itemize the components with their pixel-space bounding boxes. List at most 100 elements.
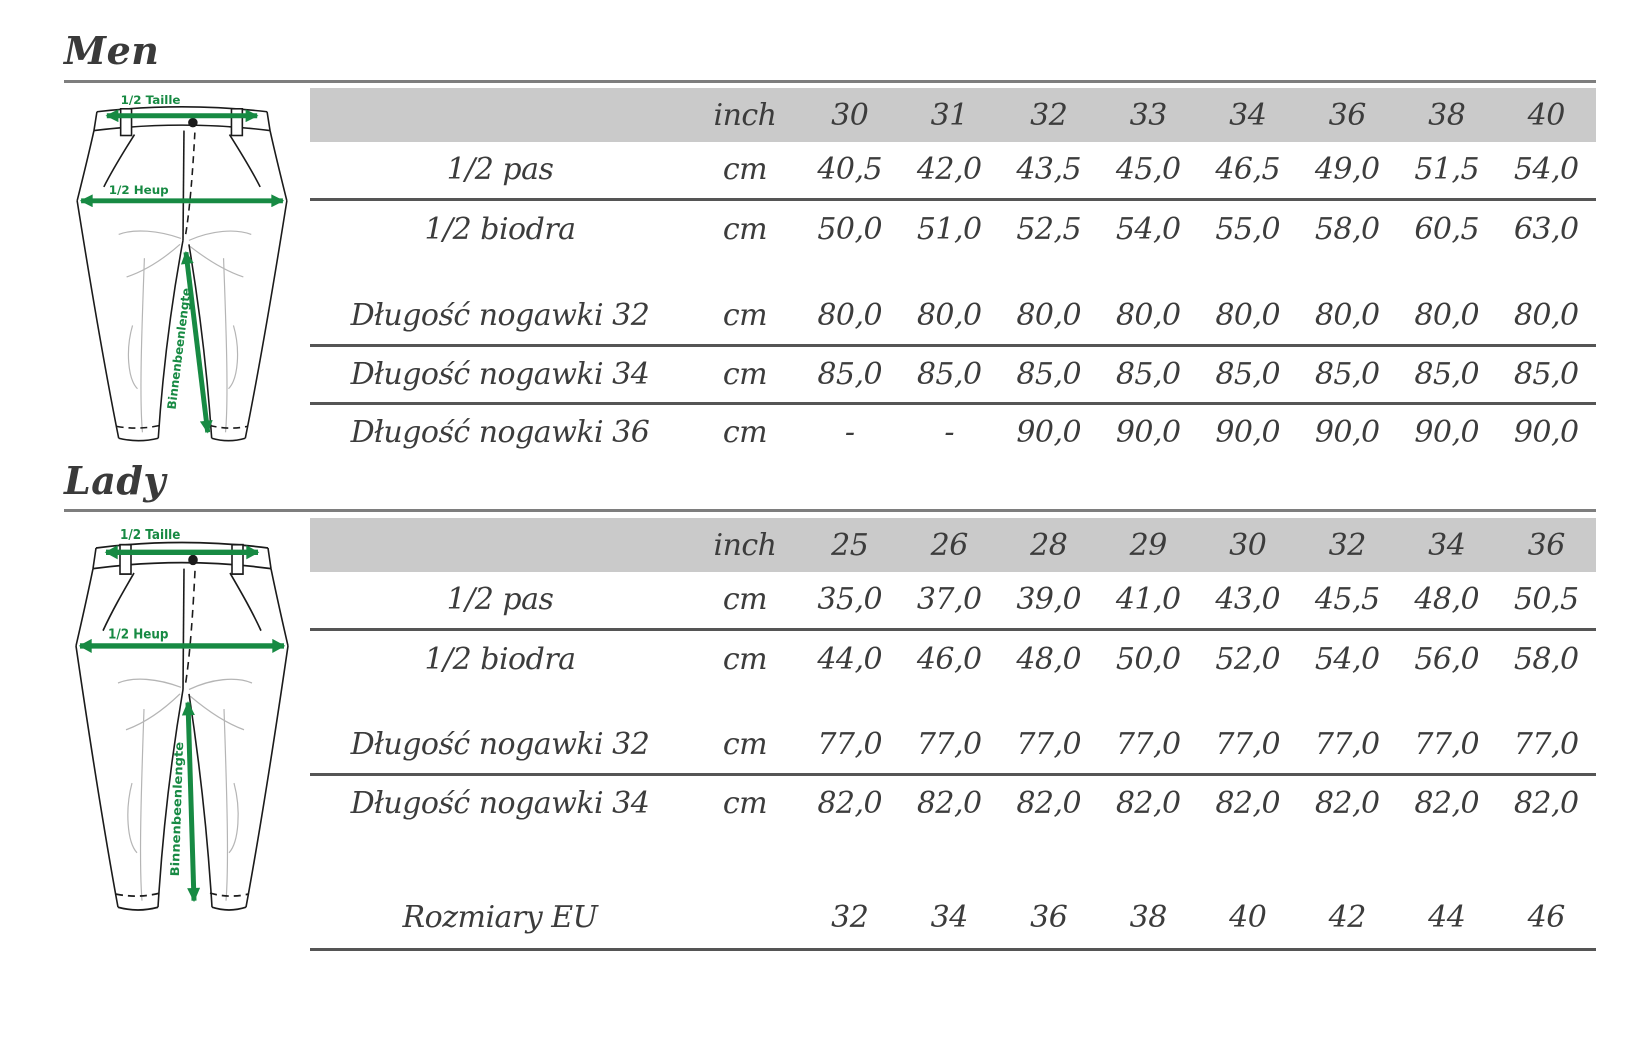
value-cell: 80,0 xyxy=(999,287,1099,347)
value-cell: 52,5 xyxy=(1016,212,1082,248)
value-cell: 80,0 xyxy=(1297,287,1397,347)
pants-outline xyxy=(76,106,288,442)
table-header-row: inch 30 31 32 33 34 36 38 40 xyxy=(310,88,1596,142)
value-cell: 55,0 xyxy=(1215,212,1281,248)
unit-cell: cm xyxy=(690,717,800,776)
value-cell: 80,0 xyxy=(1496,287,1596,347)
value-cell: 60,5 xyxy=(1414,212,1480,248)
unit-cell: cm xyxy=(722,212,768,248)
table-row: 1/2 biodra cm 44,0 46,0 48,0 50,0 52,0 54,0 56,0… xyxy=(310,629,1596,689)
unit-cell: cm xyxy=(722,785,768,821)
value-cell: 90,0 xyxy=(1414,415,1480,451)
men-section-title: Men xyxy=(64,28,160,73)
size-header-cell: 32 xyxy=(999,88,1099,142)
men-waist-label: 1/2 Taille xyxy=(121,93,181,107)
unit-cell: cm xyxy=(722,415,768,451)
value-cell: 56,0 xyxy=(1414,642,1480,678)
value-cell: 85,0 xyxy=(1297,345,1397,405)
size-header-cell: 36 xyxy=(1496,518,1596,572)
lady-inseam-label: Binnenbeenlengte xyxy=(167,742,186,877)
table-row: Długość nogawki 32 cm 80,0 80,0 80,0 80,0 80,0… xyxy=(310,287,1596,347)
value-cell: 80,0 xyxy=(1198,287,1298,347)
table-header-row: inch 25 26 28 29 30 32 34 36 xyxy=(310,518,1596,572)
value-cell: 82,0 xyxy=(817,785,883,821)
value-cell: 32 xyxy=(800,887,900,951)
table-row: Długość nogawki 34 cm 85,0 85,0 85,0 85,0 85,0… xyxy=(310,345,1596,405)
value-cell: 63,0 xyxy=(1513,212,1579,248)
row-label: Rozmiary EU xyxy=(310,887,690,951)
lady-section-title: Lady xyxy=(64,458,166,503)
value-cell: 80,0 xyxy=(800,287,900,347)
value-cell: 80,0 xyxy=(899,287,999,347)
size-header-cell: 34 xyxy=(1198,88,1298,142)
value-cell: 80,0 xyxy=(1098,287,1198,347)
value-cell: 85,0 xyxy=(999,345,1099,405)
value-cell: 46 xyxy=(1496,887,1596,951)
value-cell: 82,0 xyxy=(1016,785,1082,821)
men-inseam-label: Binnenbeenlengte xyxy=(165,287,194,410)
value-cell: 46,0 xyxy=(916,642,982,678)
value-cell: 46,5 xyxy=(1198,142,1298,201)
value-cell: 48,0 xyxy=(1397,572,1497,631)
value-cell: 44 xyxy=(1397,887,1497,951)
value-cell: - xyxy=(844,415,855,451)
value-cell: 51,5 xyxy=(1397,142,1497,201)
value-cell: 85,0 xyxy=(1397,345,1497,405)
size-header-cell: 30 xyxy=(800,88,900,142)
value-cell: 58,0 xyxy=(1513,642,1579,678)
value-cell: 50,0 xyxy=(817,212,883,248)
row-label: 1/2 pas xyxy=(310,142,690,201)
value-cell: 40,5 xyxy=(800,142,900,201)
value-cell: 42 xyxy=(1297,887,1397,951)
unit-cell: cm xyxy=(690,142,800,201)
value-cell: 43,5 xyxy=(999,142,1099,201)
table-row: Długość nogawki 34 cm 82,0 82,0 82,0 82,0 82,0… xyxy=(310,774,1596,831)
row-label: Długość nogawki 32 xyxy=(310,717,690,776)
unit-cell: cm xyxy=(722,642,768,678)
value-cell: 50,0 xyxy=(1115,642,1181,678)
spacer-cell xyxy=(310,831,1596,887)
value-cell: - xyxy=(944,415,955,451)
value-cell: 82,0 xyxy=(1414,785,1480,821)
unit-cell: cm xyxy=(690,345,800,405)
lady-pants-diagram: 1/2 Taille 1/2 Heup Binnenbeenlengte xyxy=(75,527,289,911)
value-cell: 85,0 xyxy=(1098,345,1198,405)
men-inseam-arrow xyxy=(180,250,213,434)
unit-header-cell: inch xyxy=(690,518,800,572)
size-header-cell: 36 xyxy=(1297,88,1397,142)
value-cell: 90,0 xyxy=(1215,415,1281,451)
value-cell: 85,0 xyxy=(899,345,999,405)
spacer-row xyxy=(310,689,1596,717)
value-cell: 44,0 xyxy=(817,642,883,678)
lady-waist-label: 1/2 Taille xyxy=(120,527,180,543)
unit-header-cell: inch xyxy=(690,88,800,142)
value-cell: 45,5 xyxy=(1297,572,1397,631)
value-cell: 52,0 xyxy=(1215,642,1281,678)
unit-cell: cm xyxy=(690,287,800,347)
lady-inseam-arrow xyxy=(181,701,201,903)
row-label: 1/2 pas xyxy=(310,572,690,631)
value-cell: 40 xyxy=(1198,887,1298,951)
row-label: Długość nogawki 32 xyxy=(310,287,690,347)
value-cell: 34 xyxy=(899,887,999,951)
value-cell: 48,0 xyxy=(1016,642,1082,678)
value-cell: 38 xyxy=(1098,887,1198,951)
lady-title-rule xyxy=(64,509,1596,512)
value-cell: 51,0 xyxy=(916,212,982,248)
header-label-cell xyxy=(310,518,690,572)
men-title-rule xyxy=(64,80,1596,83)
value-cell: 90,0 xyxy=(1016,415,1082,451)
value-cell: 43,0 xyxy=(1198,572,1298,631)
value-cell: 85,0 xyxy=(800,345,900,405)
row-label: Długość nogawki 34 xyxy=(350,785,650,821)
crease-lines xyxy=(118,230,252,433)
table-row: 1/2 pas cm 35,0 37,0 39,0 41,0 43,0 45,5 48,0 50,… xyxy=(310,572,1596,631)
size-header-cell: 30 xyxy=(1198,518,1298,572)
size-header-cell: 32 xyxy=(1297,518,1397,572)
table-row: Długość nogawki 32 cm 77,0 77,0 77,0 77,0 77,0… xyxy=(310,717,1596,776)
lady-size-table: inch 25 26 28 29 30 32 34 36 1/2 pas cm 35,0 37,0 39,… xyxy=(310,518,1596,951)
value-cell: 54,0 xyxy=(1496,142,1596,201)
table-row: Rozmiary EU 32 34 36 38 40 42 44 46 xyxy=(310,887,1596,951)
row-label: Długość nogawki 36 xyxy=(350,415,650,451)
men-size-table: inch 30 31 32 33 34 36 38 40 1/2 pas cm 40,5 42,0 43,… xyxy=(310,88,1596,461)
